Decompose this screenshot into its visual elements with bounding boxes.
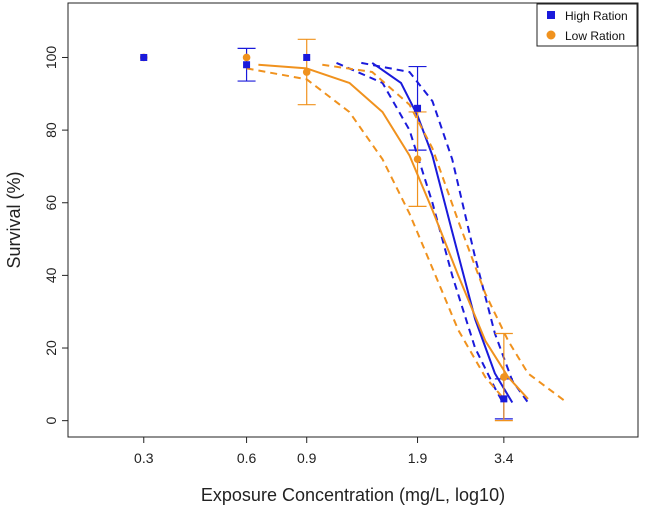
- x-axis: 0.3 0.6 0.9 1.9 3.4: [134, 437, 514, 466]
- high-ration-point: [500, 395, 508, 403]
- high-ration-point: [303, 53, 311, 61]
- x-tick-label: 1.9: [408, 450, 428, 466]
- legend-label-high-ration: High Ration: [565, 9, 628, 23]
- y-axis: 0 20 40 60 80 100: [43, 46, 68, 425]
- legend: High Ration Low Ration: [536, 3, 638, 47]
- legend-marker-high-ration: [547, 11, 555, 19]
- x-tick-label: 0.6: [237, 450, 257, 466]
- x-tick-label: 0.3: [134, 450, 154, 466]
- high-ration-fit-line: [371, 62, 514, 404]
- y-axis-title: Survival (%): [4, 171, 24, 268]
- low-ration-point: [302, 68, 311, 76]
- low-ration-point: [413, 155, 422, 163]
- legend-label-low-ration: Low Ration: [565, 29, 625, 43]
- low-ration-fit-line: [258, 63, 529, 400]
- low-ration-point: [500, 373, 508, 381]
- y-tick-label: 60: [43, 195, 59, 211]
- high-ration-point: [140, 53, 148, 61]
- series-layer: [139, 38, 568, 422]
- low-ration-ci-upper-line: [322, 63, 568, 404]
- high-ration-point: [243, 61, 251, 69]
- y-tick-label: 80: [43, 122, 59, 138]
- high-ration-ci-lower-line: [336, 61, 505, 405]
- legend-marker-low-ration: [546, 30, 556, 40]
- low-ration-point: [242, 53, 251, 62]
- high-ration-point: [414, 104, 422, 112]
- x-tick-label: 0.9: [297, 450, 317, 466]
- plot-frame: [67, 2, 639, 438]
- y-tick-label: 20: [43, 340, 59, 356]
- high-ration-ci-upper-line: [361, 61, 529, 404]
- y-tick-label: 0: [43, 417, 59, 425]
- low-ration-ci-lower-line: [246, 67, 505, 400]
- y-tick-label: 40: [43, 267, 59, 283]
- x-tick-label: 3.4: [494, 450, 514, 466]
- x-axis-title: Exposure Concentration (mg/L, log10): [201, 485, 505, 505]
- y-tick-label: 100: [43, 46, 59, 70]
